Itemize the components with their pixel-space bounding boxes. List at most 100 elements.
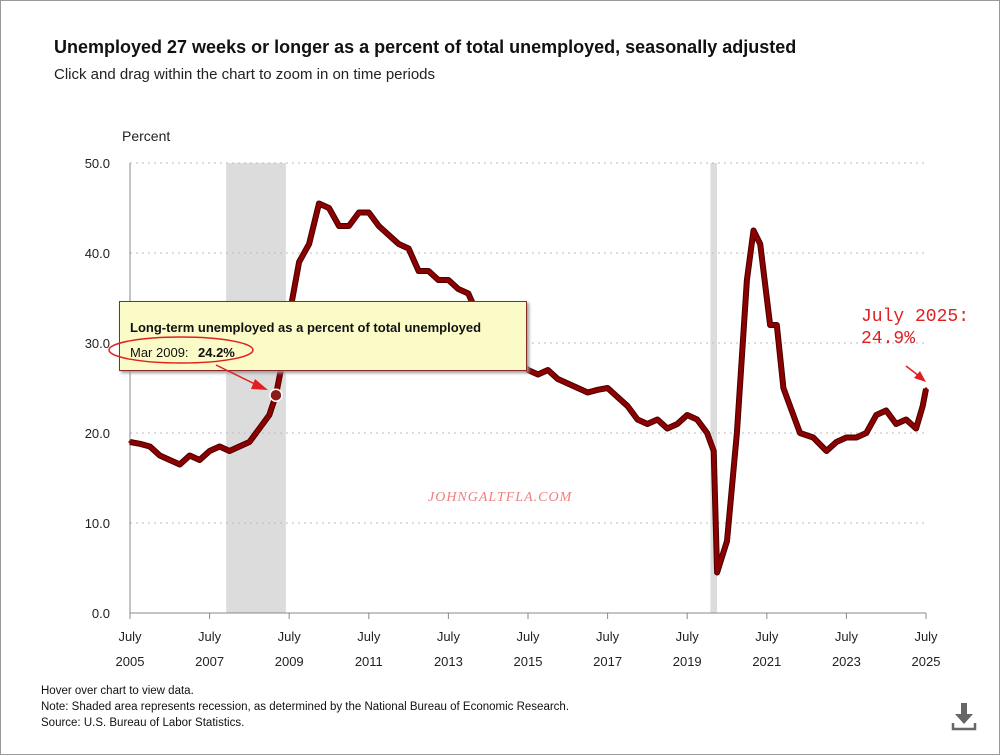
hover-hint: Hover over chart to view data. <box>41 685 194 697</box>
y-tick-label: 20.0 <box>85 426 110 441</box>
data-point <box>417 269 421 273</box>
data-point <box>834 440 838 444</box>
y-axis-label: Percent <box>122 128 171 144</box>
data-point <box>168 458 172 462</box>
chart-subtitle: Click and drag within the chart to zoom … <box>54 66 436 83</box>
y-tick-label: 40.0 <box>85 246 110 261</box>
data-point <box>921 404 925 408</box>
data-point <box>317 202 321 205</box>
data-point <box>247 440 251 444</box>
x-tick-label: July <box>118 629 142 644</box>
x-tick-label: 2015 <box>514 654 543 669</box>
data-point <box>158 454 162 457</box>
data-point <box>407 247 411 250</box>
data-point <box>758 242 762 246</box>
hover-marker <box>269 388 283 402</box>
y-tick-label: 30.0 <box>85 336 110 351</box>
recession-note: Note: Shaded area represents recession, … <box>41 701 570 713</box>
data-point <box>436 278 440 282</box>
x-tick-label: July <box>198 629 222 644</box>
tooltip-heading: Long-term unemployed as a percent of tot… <box>130 320 482 335</box>
data-point <box>178 463 182 466</box>
x-tick-label: July <box>755 629 779 644</box>
data-point <box>526 368 530 372</box>
latest-value-annotation: July 2025: 24.9% <box>861 307 970 349</box>
data-point <box>357 211 361 214</box>
x-tick-label: 2021 <box>752 654 781 669</box>
tooltip-date: Mar 2009: <box>130 345 189 360</box>
x-tick-label: 2019 <box>673 654 702 669</box>
data-point <box>257 427 261 430</box>
chart-title: Unemployed 27 weeks or longer as a perce… <box>54 37 797 57</box>
data-point <box>924 387 928 391</box>
data-point <box>788 404 792 408</box>
data-point <box>695 418 699 421</box>
source-note: Source: U.S. Bureau of Labor Statistics. <box>41 717 245 729</box>
tooltip-value: 24.2% <box>198 345 235 360</box>
data-point <box>781 386 785 390</box>
data-point <box>397 242 401 246</box>
data-point <box>645 422 649 426</box>
data-point <box>267 413 271 417</box>
data-point <box>655 418 659 421</box>
data-point <box>138 442 142 446</box>
data-point <box>128 440 132 444</box>
data-point <box>427 269 430 273</box>
data-point <box>456 287 460 291</box>
x-tick-label: 2013 <box>434 654 463 669</box>
data-point <box>675 422 679 426</box>
y-tick-label: 50.0 <box>85 156 110 171</box>
data-point <box>327 206 331 210</box>
data-point <box>864 431 868 435</box>
data-point <box>775 323 779 327</box>
data-point <box>904 418 908 421</box>
data-point <box>616 395 620 399</box>
data-point <box>825 449 828 453</box>
data-point <box>854 436 858 439</box>
data-point <box>148 445 152 448</box>
data-point <box>566 382 570 385</box>
data-point <box>586 391 590 394</box>
x-tick-label: 2023 <box>832 654 861 669</box>
data-point <box>715 571 719 574</box>
data-point <box>367 211 371 214</box>
data-point <box>377 224 381 228</box>
data-point <box>198 458 202 462</box>
data-point <box>725 539 729 543</box>
data-point <box>752 229 756 232</box>
data-point <box>297 260 301 264</box>
data-point <box>874 413 878 417</box>
data-point <box>606 386 610 390</box>
x-tick-label: July <box>516 629 540 644</box>
x-tick-label: 2007 <box>195 654 224 669</box>
data-point <box>228 449 231 453</box>
x-tick-label: 2017 <box>593 654 622 669</box>
data-point <box>576 386 580 390</box>
x-tick-label: 2025 <box>912 654 941 669</box>
data-point <box>635 418 639 421</box>
x-tick-label: July <box>278 629 302 644</box>
x-tick-label: July <box>835 629 859 644</box>
data-point <box>914 427 918 430</box>
data-point <box>218 445 222 448</box>
data-point <box>466 292 470 295</box>
data-point <box>208 449 212 453</box>
x-tick-label: 2005 <box>116 654 145 669</box>
data-point <box>745 278 749 282</box>
data-point <box>798 431 802 435</box>
data-point <box>446 278 450 282</box>
data-point <box>307 242 311 246</box>
data-point <box>188 454 192 457</box>
watermark: JOHNGALTFLA.COM <box>428 490 573 505</box>
data-point <box>596 388 600 392</box>
data-point <box>705 431 709 435</box>
y-tick-label: 0.0 <box>92 606 110 621</box>
x-tick-label: 2009 <box>275 654 304 669</box>
data-point <box>536 373 540 376</box>
data-point <box>894 422 898 426</box>
download-icon[interactable] <box>951 701 977 731</box>
recession-band <box>710 163 718 613</box>
data-point <box>546 368 550 372</box>
